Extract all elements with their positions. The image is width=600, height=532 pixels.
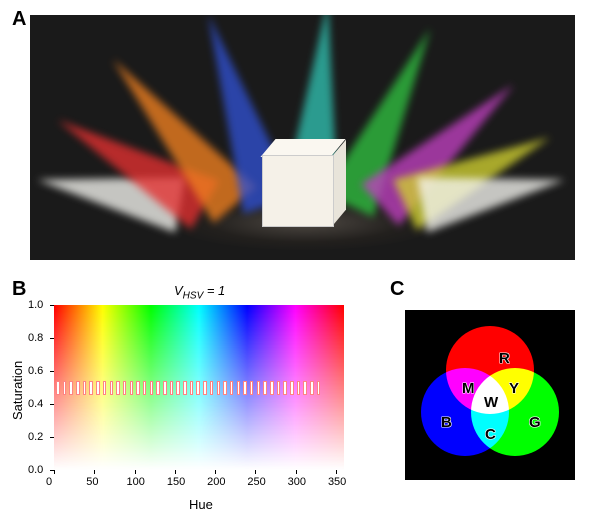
- x-axis-label: Hue: [189, 497, 213, 512]
- panel-c-venn: RBGMYCW: [405, 310, 575, 480]
- panel-a-scene: [30, 15, 575, 260]
- cube: [262, 143, 344, 225]
- panel-b-chart: VHSV = 1 050100150200250300350 0.00.20.4…: [54, 305, 344, 491]
- panel-b-label: B: [12, 278, 26, 301]
- y-axis-label: Saturation: [10, 361, 25, 420]
- panel-a-label: A: [12, 8, 26, 31]
- dash-markers: [54, 381, 346, 395]
- panel-c-label: C: [390, 278, 404, 301]
- panel-b-title: VHSV = 1: [174, 283, 225, 302]
